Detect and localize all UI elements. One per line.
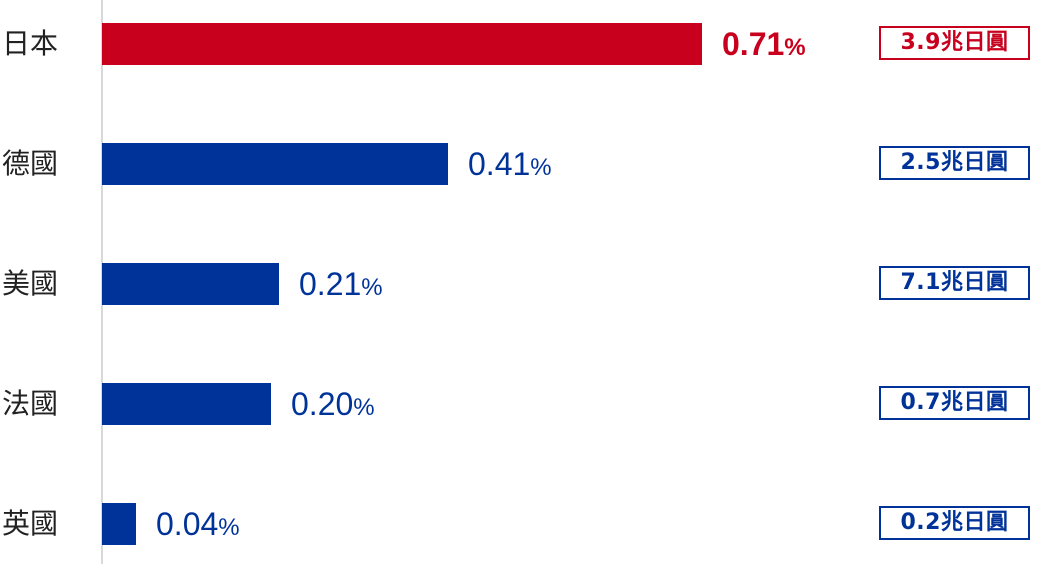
amount-badge: 2.5兆日圓 (879, 146, 1030, 180)
value-label: 0.41% (468, 143, 552, 185)
amount-badge: 7.1兆日圓 (879, 266, 1030, 300)
value-unit: % (218, 514, 240, 541)
value-label: 0.20% (291, 383, 375, 425)
bar (102, 23, 702, 65)
category-label: 法國 (2, 387, 59, 420)
amount-badge: 0.2兆日圓 (879, 506, 1030, 540)
value-number: 0.71 (722, 26, 785, 62)
bar (102, 383, 271, 425)
category-label: 英國 (2, 507, 59, 540)
value-number: 0.20 (291, 386, 354, 422)
value-unit: % (530, 154, 552, 181)
bar-row: 法國 0.20% 0.7兆日圓 (0, 383, 1040, 425)
bar-row: 日本 0.71% 3.9兆日圓 (0, 23, 1040, 65)
category-label: 德國 (2, 147, 59, 180)
bar-row: 美國 0.21% 7.1兆日圓 (0, 263, 1040, 305)
bar-row: 德國 0.41% 2.5兆日圓 (0, 143, 1040, 185)
value-label: 0.04% (156, 503, 240, 545)
value-number: 0.04 (156, 506, 219, 542)
bar (102, 503, 136, 545)
value-unit: % (353, 394, 375, 421)
value-unit: % (784, 34, 806, 61)
amount-badge: 0.7兆日圓 (879, 386, 1030, 420)
category-label: 日本 (2, 27, 59, 60)
amount-badge: 3.9兆日圓 (879, 26, 1030, 60)
bar (102, 143, 448, 185)
bar (102, 263, 279, 305)
category-label: 美國 (2, 267, 59, 300)
bar-row: 英國 0.04% 0.2兆日圓 (0, 503, 1040, 545)
value-unit: % (361, 274, 383, 301)
value-number: 0.41 (468, 146, 531, 182)
value-number: 0.21 (299, 266, 362, 302)
value-label: 0.71% (722, 23, 806, 65)
value-label: 0.21% (299, 263, 383, 305)
